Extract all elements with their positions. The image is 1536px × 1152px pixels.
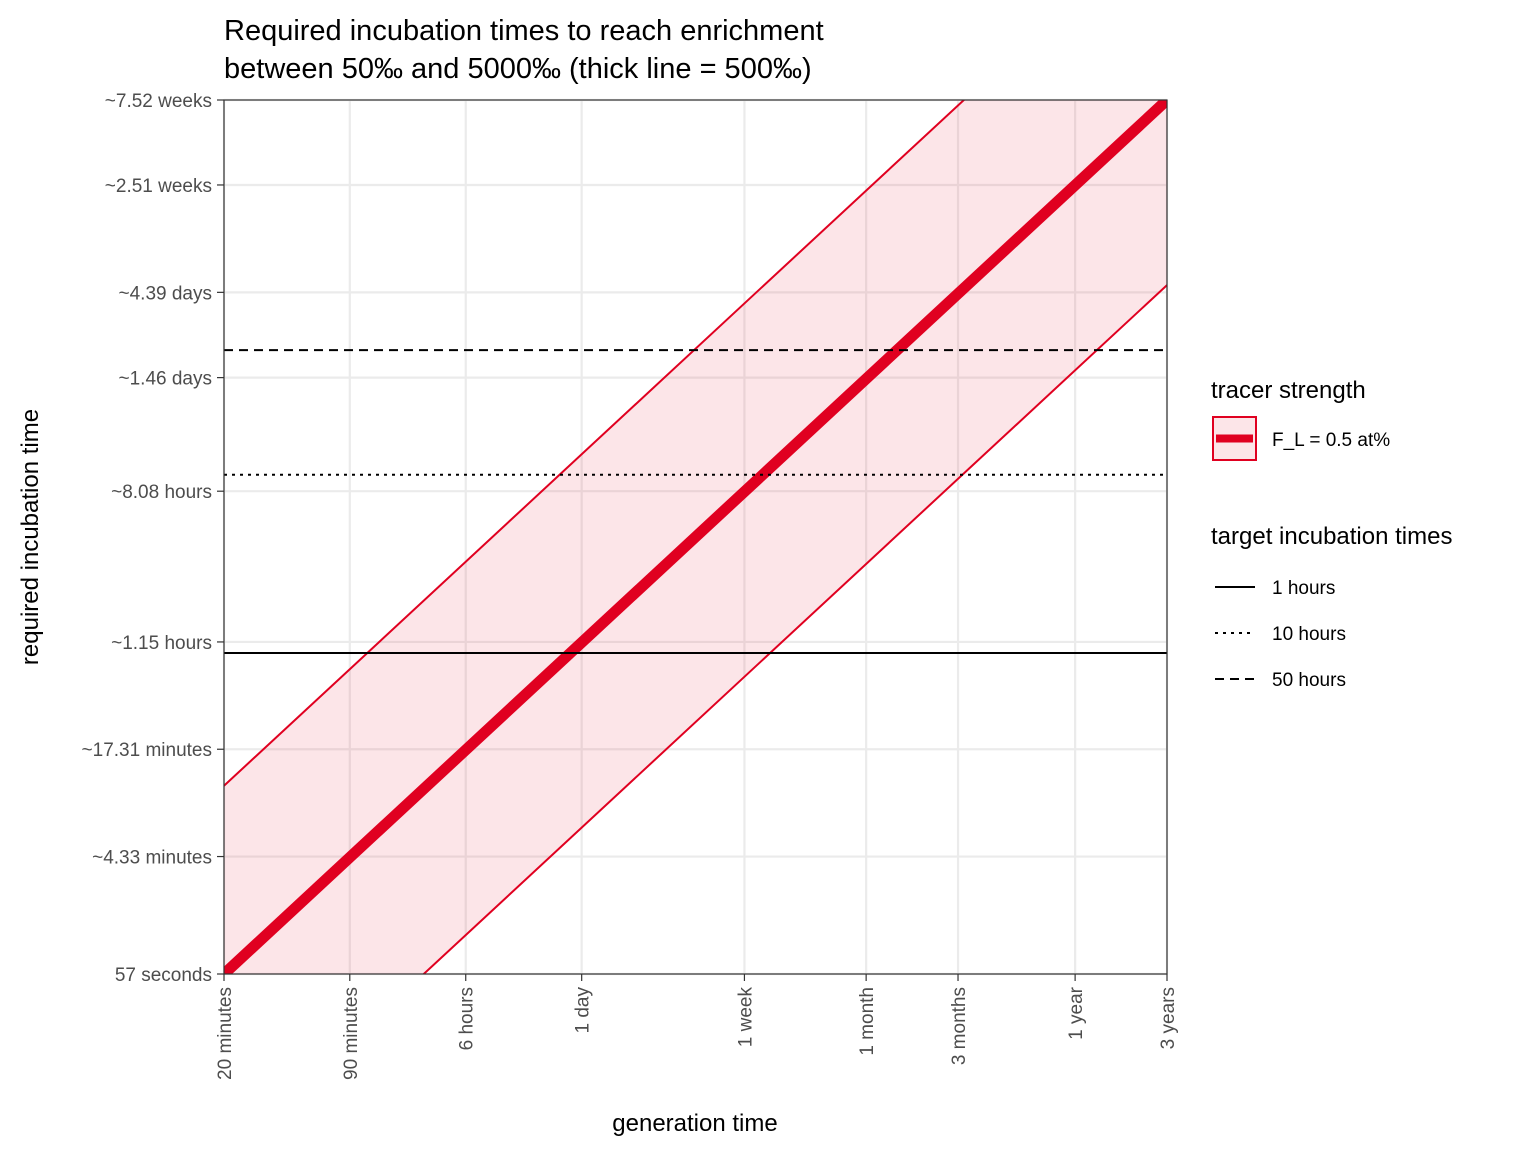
x-tick-label: 3 months	[949, 987, 970, 1065]
legend-label-50-hours: 50 hours	[1272, 670, 1346, 691]
series-main-line	[224, 100, 1167, 974]
legend-label-1-hours: 1 hours	[1272, 578, 1335, 599]
x-tick-label: 6 hours	[457, 987, 478, 1050]
data-layer	[224, 100, 1167, 974]
y-tick-label: ~8.08 hours	[111, 482, 212, 503]
legend-title-tracer-strength: tracer strength	[1211, 377, 1366, 404]
x-tick-label: 90 minutes	[341, 987, 362, 1080]
legend-key-tracer	[1212, 416, 1257, 461]
x-tick-label: 3 years	[1158, 987, 1179, 1049]
x-tick-label: 1 day	[573, 987, 594, 1034]
y-tick-label: ~1.15 hours	[111, 633, 212, 654]
chart-title-line-1: Required incubation times to reach enric…	[224, 15, 824, 47]
series-lower-line	[422, 284, 1167, 974]
x-tick-label: 1 month	[857, 987, 878, 1056]
x-axis-title: generation time	[612, 1110, 777, 1137]
panel-border	[223, 99, 1168, 975]
y-axis: 57 seconds ~4.33 minutes ~17.31 minutes ~1.…	[82, 91, 224, 986]
y-tick-label: ~2.51 weeks	[105, 176, 212, 197]
y-tick-label: ~17.31 minutes	[82, 740, 212, 761]
legend-label-10-hours: 10 hours	[1272, 624, 1346, 645]
legend: tracer strength F_L = 0.5 at% target inc…	[1211, 377, 1452, 691]
legend-title-target-incubation: target incubation times	[1211, 523, 1452, 550]
y-tick-label: ~4.33 minutes	[92, 848, 212, 869]
series-upper-line	[224, 100, 966, 787]
chart-title-line-2: between 50‰ and 5000‰ (thick line = 500‰…	[224, 53, 812, 85]
x-tick-label: 1 week	[735, 987, 756, 1048]
gridlines	[222, 98, 1169, 976]
y-tick-label: 57 seconds	[115, 965, 212, 986]
legend-label-tracer: F_L = 0.5 at%	[1272, 430, 1390, 451]
x-axis: 20 minutes 90 minutes 6 hours 1 day 1 week 1 …	[215, 974, 1179, 1080]
x-tick-label: 1 year	[1066, 986, 1087, 1039]
y-axis-title: required incubation time	[17, 409, 44, 665]
y-tick-label: ~1.46 days	[119, 369, 213, 390]
y-tick-label: ~7.52 weeks	[105, 91, 212, 112]
y-tick-label: ~4.39 days	[119, 283, 213, 304]
x-tick-label: 20 minutes	[215, 987, 236, 1080]
plot-panel	[222, 98, 1169, 976]
